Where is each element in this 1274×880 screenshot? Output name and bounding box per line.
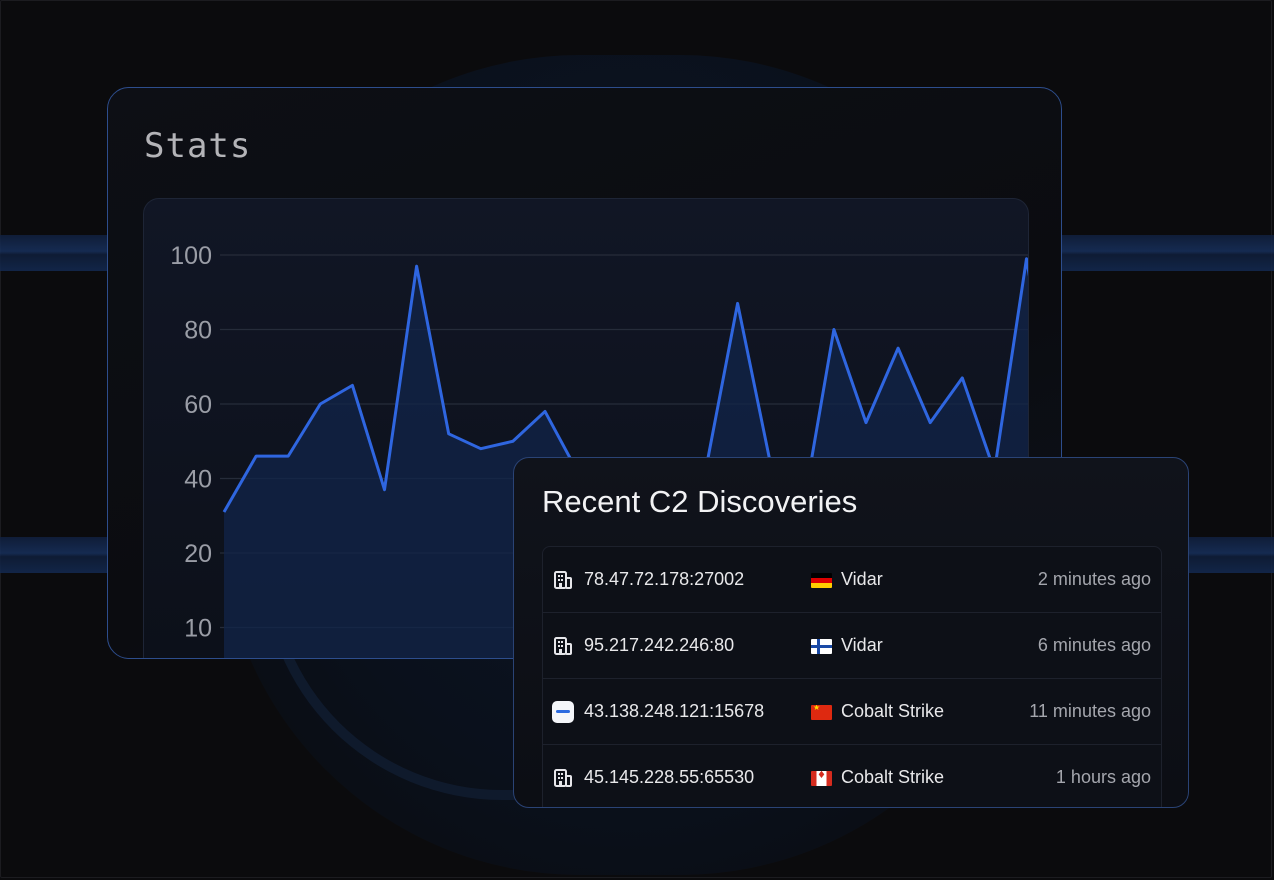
chart-y-tick-label: 80	[184, 317, 212, 345]
chart-y-tick-label: 10	[184, 615, 212, 643]
c2-ip-address[interactable]: 45.145.228.55:65530	[584, 767, 755, 787]
germany-flag-icon	[811, 573, 832, 588]
china-flag-icon	[811, 705, 832, 720]
c2-discovered-time: 2 minutes ago	[1037, 569, 1151, 589]
c2-ip-address[interactable]: 78.47.72.178:27002	[584, 569, 745, 589]
c2-discovery-list: 78.47.72.178:27002 Vidar 2 minutes ago 9…	[542, 546, 1162, 807]
c2-ip-address[interactable]: 95.217.242.246:80	[584, 635, 735, 655]
c2-discovered-time: 11 minutes ago	[1029, 701, 1151, 721]
tencent-logo-icon	[552, 701, 574, 723]
c2-ip-address[interactable]: 43.138.248.121:15678	[584, 701, 765, 721]
recent-c2-title: Recent C2 Discoveries	[542, 484, 858, 519]
c2-malware-family: Cobalt Strike	[841, 701, 945, 721]
c2-malware-family: Vidar	[841, 635, 883, 655]
canada-flag-icon	[811, 771, 832, 786]
c2-row[interactable]: 78.47.72.178:27002 Vidar 2 minutes ago	[543, 547, 1161, 613]
c2-malware-family: Cobalt Strike	[841, 767, 945, 787]
finland-flag-icon	[811, 639, 832, 654]
c2-discovered-time: 6 minutes ago	[1037, 635, 1151, 655]
stats-title: Stats	[144, 126, 252, 166]
c2-malware-family: Vidar	[841, 569, 883, 589]
hosting-building-icon	[554, 571, 572, 589]
c2-discovered-time: 1 hours ago	[1055, 767, 1151, 787]
c2-row[interactable]: 43.138.248.121:15678 Cobalt Strike 11 mi…	[543, 679, 1161, 745]
chart-y-tick-label: 20	[184, 540, 212, 568]
c2-row[interactable]: 95.217.242.246:80 Vidar 6 minutes ago	[543, 613, 1161, 679]
chart-y-tick-label: 40	[184, 466, 212, 494]
chart-y-tick-label: 100	[170, 242, 212, 270]
recent-c2-card: Recent C2 Discoveries 78.47.72.178:27002…	[513, 457, 1189, 808]
hosting-building-icon	[554, 769, 572, 787]
c2-row[interactable]: 45.145.228.55:65530 Cobalt Strike 1 hour…	[543, 745, 1161, 807]
chart-y-tick-label: 60	[184, 391, 212, 419]
hosting-building-icon	[554, 637, 572, 655]
